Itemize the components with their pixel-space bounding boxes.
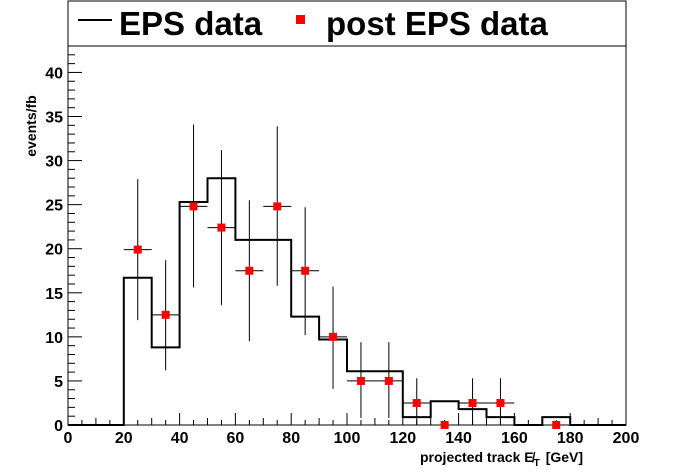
data-point	[291, 207, 320, 336]
data-point	[374, 342, 403, 418]
data-point	[347, 342, 375, 418]
x-tick-label: 200	[613, 430, 640, 447]
x-tick-label: 140	[445, 430, 472, 447]
point-marker	[329, 332, 338, 341]
data-point	[486, 378, 515, 425]
y-tick-label: 25	[45, 198, 63, 215]
data-point	[179, 124, 208, 288]
point-marker	[412, 398, 421, 407]
point-marker	[552, 421, 561, 429]
y-axis-title: events/fb	[23, 95, 39, 156]
point-marker	[133, 245, 142, 254]
x-tick-label: 20	[115, 430, 133, 447]
data-point	[151, 260, 180, 371]
point-marker	[356, 376, 365, 385]
data-point	[207, 150, 236, 306]
data-point	[263, 126, 292, 286]
point-marker	[217, 223, 226, 232]
x-tick-label: 100	[334, 430, 361, 447]
data-point	[542, 421, 571, 429]
x-tick-label: 180	[557, 430, 584, 447]
series-eps-data-step	[68, 177, 626, 426]
legend-label-eps: EPS data	[119, 5, 263, 42]
x-tick-label: 60	[227, 430, 245, 447]
y-tick-label: 15	[45, 286, 63, 303]
y-tick-label: 5	[54, 374, 63, 391]
y-tick-label: 0	[54, 418, 63, 435]
data-point	[319, 286, 347, 389]
legend: EPS data post EPS data	[67, 0, 627, 47]
legend-marker-swatch	[296, 15, 305, 24]
point-marker	[496, 398, 505, 407]
series-post-eps-data-points	[123, 124, 571, 429]
data-point	[458, 378, 487, 425]
y-tick-label: 30	[45, 154, 63, 171]
point-marker	[384, 376, 393, 385]
x-axis-title-unit: [GeV]	[546, 449, 583, 465]
point-marker	[273, 202, 282, 211]
data-point	[235, 200, 264, 342]
x-axis-title: projected track E̸T [GeV]	[420, 449, 583, 469]
point-marker	[161, 310, 170, 319]
x-tick-label: 120	[389, 430, 416, 447]
point-marker	[301, 266, 310, 275]
y-axis-ticks	[68, 54, 82, 426]
x-tick-label: 0	[64, 430, 73, 447]
data-point	[402, 378, 431, 425]
x-axis-title-main: projected track E̸	[420, 449, 536, 465]
x-axis-tick-labels: 0 20 40 60 80 100 120 140 160 180 200	[64, 430, 640, 447]
y-axis-tick-labels: 0 5 10 15 20 25 30 35 40	[45, 65, 63, 435]
point-marker	[440, 421, 449, 429]
data-point	[430, 421, 459, 429]
point-marker	[468, 398, 477, 407]
legend-label-post-eps: post EPS data	[326, 5, 549, 42]
data-point	[123, 179, 152, 321]
y-tick-label: 40	[45, 65, 63, 82]
x-axis-title-subscript: T	[534, 458, 540, 469]
y-tick-label: 35	[45, 110, 63, 127]
x-tick-label: 80	[282, 430, 300, 447]
point-marker	[245, 266, 254, 275]
x-tick-label: 160	[501, 430, 528, 447]
x-tick-label: 40	[171, 430, 189, 447]
y-tick-label: 20	[45, 242, 63, 259]
point-marker	[189, 202, 198, 211]
y-tick-label: 10	[45, 330, 63, 347]
legend-box	[67, 0, 627, 47]
